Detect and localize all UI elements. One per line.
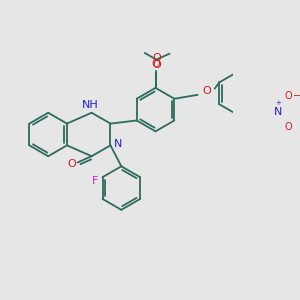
Text: O: O [202,86,211,96]
Text: −: − [293,91,300,100]
Text: O: O [153,53,161,63]
Text: O: O [67,159,76,169]
Text: O: O [284,122,292,133]
Text: O: O [153,60,161,70]
Text: N: N [274,107,282,117]
Text: N: N [114,139,122,149]
Text: NH: NH [82,100,98,110]
Text: O: O [151,59,160,69]
Text: F: F [92,176,98,186]
Text: O: O [284,92,292,101]
Text: +: + [276,100,281,106]
